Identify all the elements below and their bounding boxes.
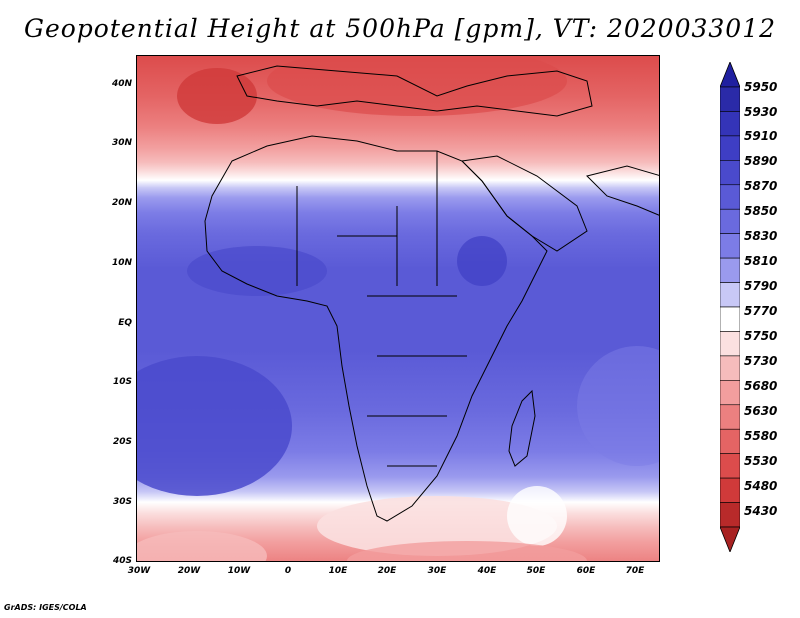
madagascar-outline [508,389,536,467]
colorbar-swatch [720,184,740,210]
colorbar-min-arrow [720,526,740,552]
colorbar-swatch [720,306,740,332]
lon-label: 40E [477,566,497,576]
lon-label: 10E [328,566,348,576]
colorbar-label: 5930 [744,105,778,119]
colorbar-swatch [720,477,740,503]
lat-label: 20S [112,437,132,447]
colorbar-swatch [720,135,740,161]
colorbar-label: 5790 [744,279,778,293]
colorbar-label: 5530 [744,454,778,468]
colorbar-label: 5480 [744,479,778,493]
height-field [137,56,659,561]
colorbar-label: 5950 [744,80,778,94]
africa-outline [204,135,548,522]
colorbar-label: 5890 [744,154,778,168]
colorbar-swatch [720,257,740,283]
colorbar-max-arrow [720,62,740,88]
lon-label: 30W [127,566,151,576]
lat-label: 10S [112,377,132,387]
colorbar-swatch [720,111,740,137]
colorbar-label: 5680 [744,379,778,393]
lon-label: 30E [427,566,447,576]
arabia-outline [460,155,588,252]
lat-label: 30N [111,138,132,148]
colorbar-swatch [720,428,740,454]
colorbar-swatch [720,453,740,479]
lon-label: 20W [177,566,201,576]
lon-label: 20E [377,566,397,576]
colorbar-label: 5770 [744,304,778,318]
colorbar-swatch [720,233,740,259]
lat-label: 20N [111,198,132,208]
colorbar-label: 5810 [744,254,778,268]
colorbar-swatch [720,282,740,308]
colorbar-label: 5730 [744,354,778,368]
lon-label: 60E [576,566,596,576]
colorbar [720,62,740,552]
lat-label: 30S [112,497,132,507]
colorbar-swatch [720,86,740,112]
colorbar-label: 5630 [744,404,778,418]
colorbar-label: 5580 [744,429,778,443]
colorbar-swatch [720,380,740,406]
map-panel [136,55,660,562]
colorbar-label: 5910 [744,129,778,143]
colorbar-swatch [720,355,740,381]
lon-label: 50E [526,566,546,576]
europe-outline [236,65,593,117]
colorbar-label: 5830 [744,229,778,243]
colorbar-label: 5870 [744,179,778,193]
colorbar-label: 5850 [744,204,778,218]
lon-label: 10W [227,566,251,576]
lon-label: 70E [625,566,645,576]
lat-label: EQ [118,318,132,328]
lat-label: 10N [111,258,132,268]
colorbar-swatch [720,160,740,186]
lon-label: 0 [284,566,292,576]
colorbar-swatch [720,404,740,430]
chart-title: Geopotential Height at 500hPa [gpm], VT:… [23,14,777,43]
colorbar-label: 5750 [744,329,778,343]
colorbar-swatch [720,208,740,234]
south-asia-outline [586,165,659,216]
lat-label: 40N [111,79,132,89]
colorbar-swatch [720,502,740,528]
lat-label: 40S [112,556,132,566]
colorbar-swatch [720,331,740,357]
credit-text: GrADS: IGES/COLA [4,603,87,612]
colorbar-label: 5430 [744,504,778,518]
